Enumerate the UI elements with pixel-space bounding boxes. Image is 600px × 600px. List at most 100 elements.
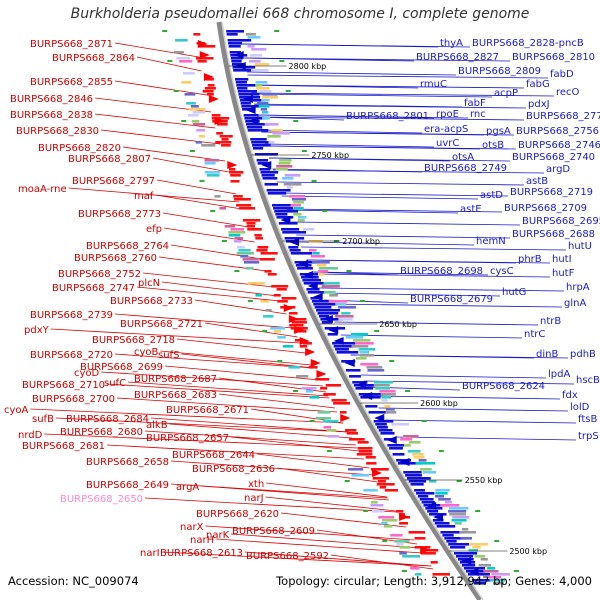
forward-gene: [257, 246, 269, 249]
reverse-gene: [446, 540, 457, 543]
cog-stripe: [282, 177, 294, 180]
cog-stripe: [345, 336, 364, 339]
connector-line: [312, 273, 551, 278]
forward-gene: [230, 174, 241, 177]
cog-stripe: [366, 366, 383, 369]
connector-line: [194, 299, 287, 315]
cog-stripe: [338, 306, 357, 309]
gene-label: hemN: [476, 236, 506, 247]
gene-label: BURPS668_2695: [522, 216, 600, 227]
cog-stripe: [264, 123, 279, 126]
reverse-gene: [251, 141, 271, 144]
connector-line: [143, 272, 274, 288]
gene-label: BURPS668_2752: [58, 269, 141, 280]
cog-stripe: [270, 327, 286, 330]
position-ticks: 2800 kbp 2750 kbp 2700 kbp 2650 kbp 2600 kbp…: [228, 62, 547, 556]
forward-gene: [260, 252, 278, 255]
connector-line: [254, 104, 527, 109]
gene-label: rpoE: [436, 109, 459, 120]
gene-label: nrdD: [18, 430, 43, 441]
reverse-gene: [238, 93, 260, 96]
tick-label: 2600 kbp: [420, 399, 458, 408]
gene-label: trpS: [578, 431, 599, 442]
reverse-gene: [250, 138, 267, 141]
reverse-arrow: [399, 458, 410, 466]
reverse-arrow: [344, 359, 355, 367]
gene-label: lolD: [570, 402, 590, 413]
reverse-gene: [341, 360, 356, 363]
connector-line: [137, 286, 281, 302]
cog-stripe: [400, 438, 413, 441]
forward-gene: [228, 168, 236, 171]
connector-line: [114, 80, 207, 96]
gene-label: BURPS668_2810: [512, 52, 595, 63]
reverse-gene: [241, 105, 260, 108]
reverse-gene: [450, 546, 466, 549]
reverse-gene: [321, 321, 333, 324]
connector-line: [385, 419, 577, 424]
cog-stripe: [323, 420, 339, 423]
cog-stripe: [308, 249, 317, 252]
gene-label: BURPS668_2740: [512, 152, 595, 163]
cog-stripe: [396, 543, 404, 546]
forward-gene: [315, 378, 330, 381]
cog-stripe: [192, 111, 206, 114]
gene-label: BURPS668_2679: [410, 294, 493, 305]
reverse-gene: [448, 543, 471, 546]
forward-gene: [366, 462, 377, 465]
cog-stripe: [480, 558, 488, 561]
reverse-gene: [311, 300, 335, 303]
tick-label: 2700 kbp: [342, 237, 380, 246]
cog-stripe: [260, 300, 270, 303]
gene-label: astB: [526, 176, 548, 187]
cog-stripe: [278, 162, 291, 165]
cog-stripe: [181, 81, 192, 84]
cog-stripe: [206, 174, 220, 177]
cog-stripe: [381, 522, 388, 525]
cog-stripe: [418, 459, 427, 462]
cog-stripe: [309, 396, 320, 399]
reverse-gene: [282, 231, 307, 234]
reverse-gene: [273, 207, 293, 210]
cog-stripe: [255, 84, 263, 87]
cog-stripe: [317, 411, 331, 414]
connector-line: [241, 43, 471, 48]
reverse-gene: [240, 102, 251, 105]
forward-gene: [267, 273, 277, 276]
connector-line: [171, 460, 374, 476]
gene-label: BURPS668_2809: [458, 66, 541, 77]
gene-label: uvrC: [436, 138, 459, 149]
forward-gene: [325, 384, 341, 387]
cog-stripe: [359, 354, 375, 357]
forward-gene: [379, 486, 387, 489]
connector-line: [145, 497, 397, 513]
reverse-gene: [235, 78, 249, 81]
gene-label: BURPS668_2846: [10, 94, 93, 105]
reverse-gene: [417, 495, 429, 498]
cog-stripe: [179, 60, 193, 63]
connector-line: [286, 208, 503, 213]
reverse-gene: [454, 552, 478, 555]
forward-gene: [276, 288, 287, 291]
gene-label: otsB: [482, 140, 504, 151]
connector-line: [162, 281, 279, 297]
reverse-gene: [278, 222, 298, 225]
cog-stripe: [347, 468, 364, 471]
marker: [346, 270, 352, 272]
cog-stripe: [228, 231, 246, 234]
cog-stripe: [214, 195, 221, 198]
connector-line: [156, 179, 237, 195]
gene-label: BURPS668_2747: [52, 283, 135, 294]
gene-label: BURPS668_2764: [86, 241, 169, 252]
reverse-gene: [254, 153, 278, 156]
connector-line: [320, 292, 501, 297]
cog-stripe: [341, 312, 351, 315]
forward-gene: [281, 297, 297, 300]
cog-stripe: [262, 117, 270, 120]
gene-label: BURPS668_2820: [38, 143, 121, 154]
forward-gene: [432, 573, 450, 576]
marker: [475, 510, 481, 512]
left-connector-lines: [30, 42, 434, 570]
reverse-gene: [231, 60, 242, 63]
gene-label: BURPS668_2636: [192, 464, 275, 475]
